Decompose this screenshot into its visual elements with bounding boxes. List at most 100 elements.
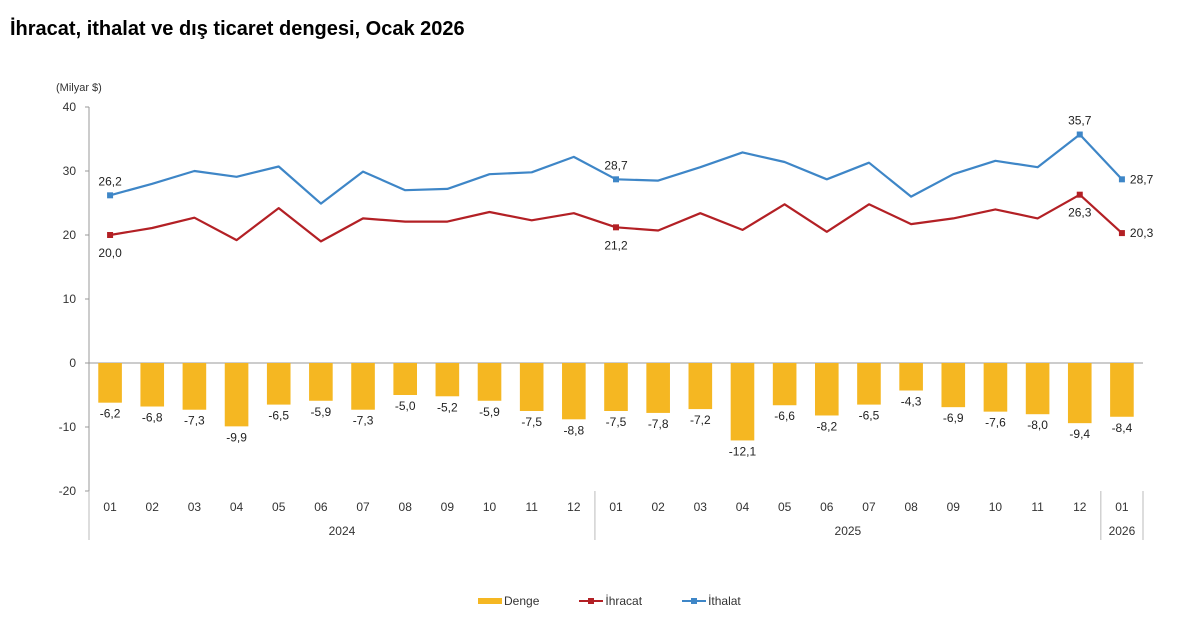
ithalat-point-marker bbox=[1118, 176, 1125, 183]
x-tick-label: 07 bbox=[862, 500, 876, 514]
denge-bar bbox=[562, 363, 586, 420]
x-tick-label: 10 bbox=[989, 500, 1003, 514]
denge-bar-label: -7,8 bbox=[648, 417, 669, 431]
denge-bar-label: -7,6 bbox=[985, 416, 1006, 430]
y-tick-label: 30 bbox=[63, 164, 77, 178]
denge-bar bbox=[182, 363, 207, 410]
denge-bar bbox=[688, 363, 713, 410]
ihracat-point-label: 21,2 bbox=[604, 238, 628, 252]
denge-bar-label: -8,2 bbox=[816, 419, 837, 433]
x-tick-label: 06 bbox=[820, 500, 834, 514]
denge-bar-label: -4,3 bbox=[901, 395, 922, 409]
denge-bar bbox=[857, 363, 881, 405]
denge-bar bbox=[1110, 363, 1134, 417]
ihracat-point-marker bbox=[613, 224, 619, 231]
denge-bar bbox=[98, 363, 122, 403]
x-tick-label: 05 bbox=[272, 500, 286, 514]
denge-bar bbox=[435, 363, 460, 397]
denge-bar-label: -5,2 bbox=[437, 400, 458, 414]
denge-bar bbox=[309, 363, 333, 401]
ithalat-point-marker bbox=[613, 176, 619, 183]
denge-bar-label: -7,3 bbox=[184, 414, 205, 428]
x-tick-label: 01 bbox=[1115, 500, 1129, 514]
y-tick-label: 40 bbox=[63, 100, 77, 114]
denge-bar bbox=[351, 363, 375, 410]
legend-swatch-ithalat bbox=[682, 598, 707, 604]
y-tick-label: 10 bbox=[63, 292, 77, 306]
x-tick-label: 11 bbox=[525, 500, 538, 514]
x-tick-label: 04 bbox=[736, 500, 750, 514]
denge-bar bbox=[983, 363, 1008, 412]
year-group-label: 2024 bbox=[329, 524, 356, 538]
legend-swatch-ihracat bbox=[579, 598, 604, 604]
denge-bar-label: -8,4 bbox=[1112, 421, 1133, 435]
x-tick-label: 03 bbox=[188, 500, 202, 514]
denge-bar bbox=[224, 363, 249, 427]
ithalat-point-label: 35,7 bbox=[1068, 114, 1092, 128]
denge-bar bbox=[393, 363, 418, 395]
ihracat-point-marker bbox=[1118, 230, 1125, 237]
denge-bar-label: -6,8 bbox=[142, 411, 163, 425]
x-tick-label: 09 bbox=[441, 500, 455, 514]
denge-bar bbox=[477, 363, 502, 401]
y-unit-label: (Milyar $) bbox=[56, 82, 102, 94]
denge-bar bbox=[730, 363, 755, 441]
x-tick-label: 01 bbox=[609, 500, 623, 514]
x-tick-label: 08 bbox=[399, 500, 413, 514]
denge-bar-label: -6,2 bbox=[100, 407, 121, 421]
denge-bar bbox=[772, 363, 797, 406]
denge-bar bbox=[519, 363, 544, 411]
x-tick-label: 02 bbox=[146, 500, 160, 514]
ihracat-point-label: 20,0 bbox=[98, 246, 122, 260]
denge-bar bbox=[899, 363, 923, 391]
x-tick-label: 10 bbox=[483, 500, 497, 514]
legend: Denge İhracat İthalat bbox=[478, 594, 741, 608]
ihracat-point-label: 20,3 bbox=[1130, 226, 1154, 240]
x-tick-label: 01 bbox=[103, 500, 117, 514]
x-tick-label: 09 bbox=[947, 500, 961, 514]
denge-bar-label: -7,5 bbox=[606, 415, 627, 429]
ihracat-point-marker bbox=[107, 232, 114, 238]
denge-bar-label: -9,4 bbox=[1069, 427, 1090, 441]
denge-bar bbox=[941, 363, 966, 408]
y-tick-label: 20 bbox=[63, 228, 77, 242]
legend-label-ihracat: İhracat bbox=[605, 594, 643, 608]
year-group-label: 2025 bbox=[835, 524, 862, 538]
ithalat-point-label: 26,2 bbox=[98, 174, 122, 188]
denge-bar-label: -6,5 bbox=[859, 409, 880, 423]
ithalat-point-label: 28,7 bbox=[1130, 172, 1154, 186]
x-tick-label: 07 bbox=[356, 500, 370, 514]
legend-label-denge: Denge bbox=[504, 594, 540, 608]
x-tick-label: 08 bbox=[904, 500, 918, 514]
year-group-label: 2026 bbox=[1109, 524, 1136, 538]
denge-bar bbox=[266, 363, 291, 405]
ithalat-point-marker bbox=[1076, 131, 1083, 138]
denge-bar-label: -8,8 bbox=[563, 423, 584, 437]
denge-bar bbox=[646, 363, 670, 413]
x-tick-label: 05 bbox=[778, 500, 792, 514]
legend-item-ithalat: İthalat bbox=[682, 594, 741, 608]
denge-bar bbox=[1067, 363, 1092, 424]
denge-bar bbox=[1025, 363, 1050, 415]
x-tick-label: 11 bbox=[1031, 500, 1044, 514]
denge-bar-label: -7,2 bbox=[690, 413, 711, 427]
denge-bar-label: -5,9 bbox=[479, 405, 500, 419]
ithalat-point-marker bbox=[107, 192, 114, 199]
y-tick-label: -20 bbox=[59, 484, 77, 498]
x-tick-label: 02 bbox=[651, 500, 665, 514]
denge-bar bbox=[604, 363, 628, 411]
denge-bar-label: -8,0 bbox=[1027, 418, 1048, 432]
denge-bar-label: -6,9 bbox=[943, 411, 964, 425]
denge-bar-label: -7,5 bbox=[521, 415, 542, 429]
legend-item-ihracat: İhracat bbox=[579, 594, 642, 608]
chart-title: İhracat, ithalat ve dış ticaret dengesi,… bbox=[10, 18, 465, 40]
denge-bar-label: -12,1 bbox=[729, 444, 757, 458]
legend-item-denge: Denge bbox=[478, 594, 539, 608]
denge-bar-label: -6,5 bbox=[268, 409, 289, 423]
ihracat-point-label: 26,3 bbox=[1068, 206, 1092, 220]
x-tick-label: 12 bbox=[567, 500, 581, 514]
x-tick-label: 03 bbox=[694, 500, 708, 514]
ihracat-point-marker bbox=[1076, 191, 1083, 198]
x-tick-label: 04 bbox=[230, 500, 244, 514]
